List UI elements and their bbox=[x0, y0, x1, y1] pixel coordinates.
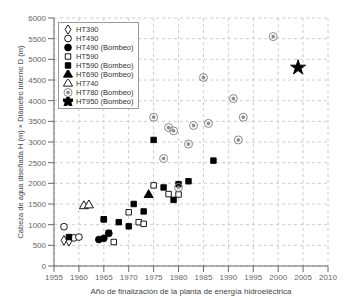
svg-text:0: 0 bbox=[42, 262, 47, 271]
svg-text:1980: 1980 bbox=[170, 273, 188, 282]
svg-text:5000: 5000 bbox=[28, 55, 46, 64]
svg-text:1955: 1955 bbox=[45, 273, 63, 282]
svg-text:1000: 1000 bbox=[28, 221, 46, 230]
html-text:HT390: HT390 bbox=[76, 25, 99, 34]
svg-text:1985: 1985 bbox=[195, 273, 213, 282]
svg-text:2000: 2000 bbox=[269, 273, 287, 282]
svg-text:1995: 1995 bbox=[244, 273, 262, 282]
svg-text:500: 500 bbox=[33, 241, 47, 250]
html-text:HT490 (Bombeo): HT490 (Bombeo) bbox=[76, 43, 134, 52]
html-text:HT780 (Bombeo): HT780 (Bombeo) bbox=[76, 88, 134, 97]
svg-text:1965: 1965 bbox=[95, 273, 113, 282]
html-text:Cabeza de agua diseñada H (m): Cabeza de agua diseñada H (m) × Diámetro… bbox=[15, 45, 25, 239]
svg-text:2500: 2500 bbox=[28, 159, 46, 168]
svg-text:4000: 4000 bbox=[28, 97, 46, 106]
svg-text:5500: 5500 bbox=[28, 35, 46, 44]
html-text:HT490: HT490 bbox=[76, 34, 99, 43]
svg-text:1975: 1975 bbox=[145, 273, 163, 282]
svg-text:1970: 1970 bbox=[120, 273, 138, 282]
svg-text:1990: 1990 bbox=[219, 273, 237, 282]
svg-text:1500: 1500 bbox=[28, 200, 46, 209]
svg-text:2005: 2005 bbox=[294, 273, 312, 282]
svg-text:2000: 2000 bbox=[28, 179, 46, 188]
html-text:Año de finalización de la plan: Año de finalización de la planta de ener… bbox=[90, 287, 292, 296]
html-text:HT950 (Bombeo): HT950 (Bombeo) bbox=[76, 97, 134, 106]
html-text:HT740: HT740 bbox=[76, 79, 99, 88]
html-text:HT690 (Bombeo): HT690 (Bombeo) bbox=[76, 70, 134, 79]
svg-text:6000: 6000 bbox=[28, 14, 46, 23]
html-text:HT590: HT590 bbox=[76, 52, 99, 61]
svg-text:4500: 4500 bbox=[28, 76, 46, 85]
html-text:HT590 (Bombeo): HT590 (Bombeo) bbox=[76, 61, 134, 70]
svg-text:1960: 1960 bbox=[70, 273, 88, 282]
svg-text:3500: 3500 bbox=[28, 117, 46, 126]
svg-text:3000: 3000 bbox=[28, 138, 46, 147]
svg-text:2010: 2010 bbox=[319, 273, 337, 282]
